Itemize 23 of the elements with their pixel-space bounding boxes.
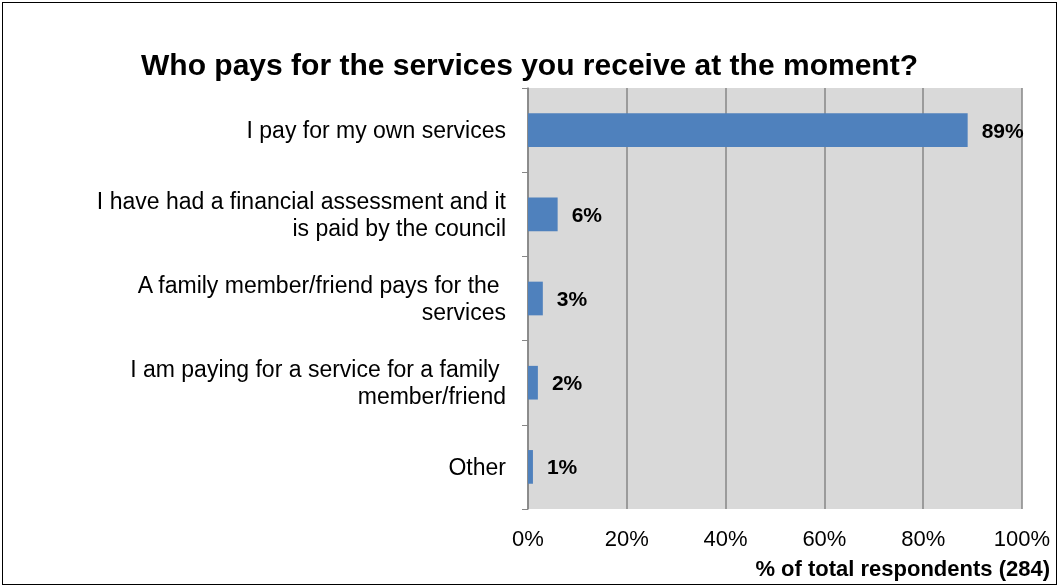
y-tick-label: A family member/friend pays for the services xyxy=(137,272,506,325)
data-label: 2% xyxy=(551,371,583,395)
chart-title: Who pays for the services you receive at the moment? xyxy=(141,47,918,81)
data-label: 89% xyxy=(981,118,1025,142)
x-tick-label: 20% xyxy=(604,525,649,551)
bar xyxy=(528,281,543,316)
x-axis-title: % of total respondents (284) xyxy=(755,555,1050,581)
y-tick-label: Other xyxy=(448,453,507,480)
bar xyxy=(528,365,538,400)
x-tick-label: 60% xyxy=(802,525,847,551)
x-tick-label: 0% xyxy=(512,525,544,551)
bar xyxy=(528,113,968,147)
bar xyxy=(528,197,558,232)
y-tick-label: I am paying for a service for a family member/friend xyxy=(130,356,506,410)
data-label: 1% xyxy=(546,455,578,479)
y-tick-label: I pay for my own services xyxy=(246,117,506,144)
y-tick-label: I have had a financial assessment and it is paid by the council xyxy=(96,187,507,241)
bar xyxy=(528,450,533,484)
data-label: 6% xyxy=(571,202,603,226)
x-tick-label: 40% xyxy=(703,525,748,551)
data-label: 3% xyxy=(556,287,588,310)
x-tick-label: 100% xyxy=(993,525,1051,551)
x-tick-label: 80% xyxy=(901,525,946,551)
